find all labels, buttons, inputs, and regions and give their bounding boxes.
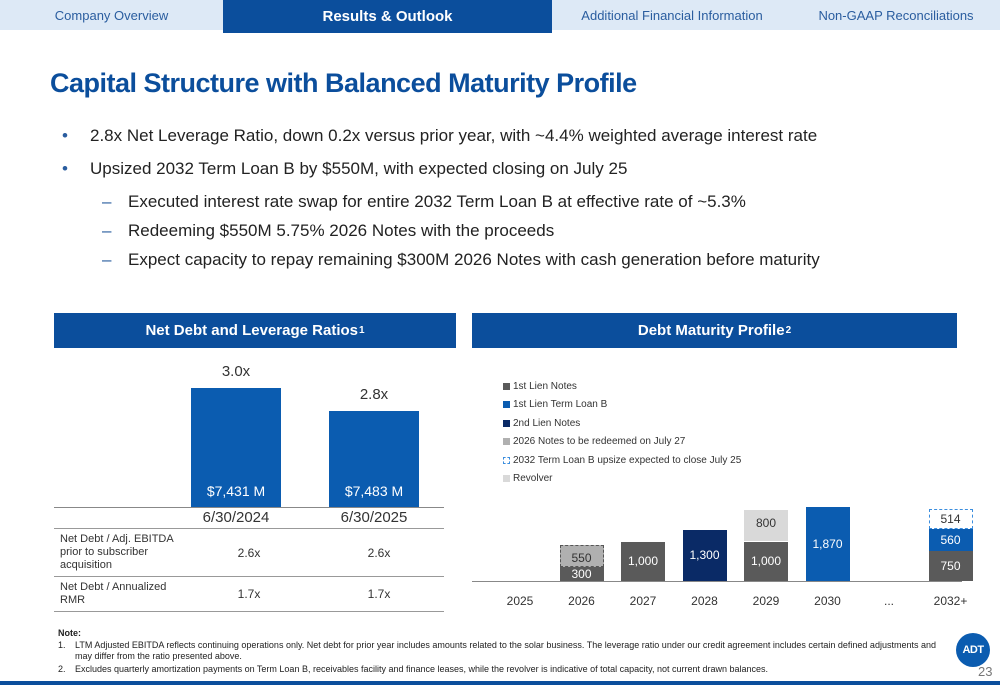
tab-additional-financial-information[interactable]: Additional Financial Information [581, 7, 763, 23]
legend-item: Revolver [503, 470, 741, 489]
maturity-value-label: 300 [571, 567, 592, 581]
tab-company-overview[interactable]: Company Overview [54, 7, 169, 23]
leverage-ratio-label-2024: 3.0x [221, 363, 251, 380]
legend-item: 1st Lien Term Loan B [503, 396, 741, 415]
legend-item: 2026 Notes to be redeemed on July 27 [503, 433, 741, 452]
maturity-year-label: 2025 [506, 594, 534, 608]
debt-maturity-panel-title: Debt Maturity Profile [637, 322, 785, 339]
maturity-bar-segment: 550 [559, 545, 604, 567]
sub-bullet-item: Executed interest rate swap for entire 2… [62, 192, 962, 212]
maturity-bar-segment: 300 [559, 567, 604, 581]
legend-label: 2032 Term Loan B upsize expected to clos… [513, 454, 742, 466]
legend-swatch [503, 401, 510, 409]
footnote-number: 1. [58, 640, 66, 650]
maturity-value-label: 560 [940, 533, 961, 548]
maturity-legend: 1st Lien Notes 1st Lien Term Loan B 2nd … [503, 377, 741, 488]
tab-results-outlook[interactable]: Results & Outlook [223, 0, 552, 33]
maturity-bar-segment: 1,000 [744, 541, 788, 581]
sub-bullet-item: Redeeming $550M 5.75% 2026 Notes with th… [62, 221, 962, 241]
legend-label: 1st Lien Notes [513, 380, 577, 392]
table-row: Net Debt / Adj. EBITDA prior to subscrib… [54, 528, 444, 576]
page-title: Capital Structure with Balanced Maturity… [50, 68, 637, 98]
footnote-text: Excludes quarterly amortization payments… [75, 664, 769, 674]
maturity-year-label: 2029 [752, 594, 780, 608]
notes-heading: Note: [58, 628, 81, 638]
legend-item: 1st Lien Notes [503, 377, 741, 396]
footnote-ref: 2 [785, 325, 792, 336]
leverage-ratio-label-2025: 2.8x [359, 386, 389, 403]
legend-label: 2026 Notes to be redeemed on July 27 [513, 436, 686, 448]
maturity-year-label: 2030 [814, 594, 841, 608]
maturity-bar-segment: 1,300 [682, 529, 727, 581]
tab-bar: Company Overview Results & Outlook Addit… [0, 0, 1000, 33]
bullet-item: 2.8x Net Leverage Ratio, down 0.2x versu… [62, 126, 962, 146]
legend-label: 1st Lien Term Loan B [513, 399, 608, 411]
legend-swatch [503, 419, 510, 427]
maturity-bar-segment: 1,000 [621, 541, 665, 581]
bullet-item: Upsized 2032 Term Loan B by $550M, with … [62, 159, 962, 179]
maturity-bar-segment: 1,870 [805, 507, 850, 581]
maturity-value-label: 750 [940, 559, 961, 574]
bullet-list: 2.8x Net Leverage Ratio, down 0.2x versu… [62, 126, 962, 279]
tab-non-gaap-reconciliations[interactable]: Non-GAAP Reconciliations [818, 7, 974, 23]
table-cell: 2.6x [237, 545, 261, 560]
legend-swatch [503, 438, 510, 446]
footnote-text: LTM Adjusted EBITDA reflects continuing … [75, 640, 936, 661]
table-row-label: Net Debt / Annualized RMR [60, 581, 167, 606]
net-debt-panel-header: Net Debt and Leverage Ratios 1 [54, 313, 456, 348]
footnote-number: 2. [58, 664, 66, 674]
footnote-ref: 1 [359, 325, 365, 336]
maturity-year-label: 2032+ [933, 594, 968, 608]
leverage-date-2024: 6/30/2024 [202, 509, 270, 526]
maturity-value-label: 1,000 [627, 554, 659, 569]
net-debt-value-2025: $7,483 M [344, 483, 404, 499]
legend-label: Revolver [513, 473, 553, 485]
maturity-bar-segment: 514 [928, 508, 973, 530]
maturity-bar-segment: 800 [744, 509, 788, 542]
footnote-item: 1. LTM Adjusted EBITDA reflects continui… [58, 640, 948, 662]
net-debt-panel-title: Net Debt and Leverage Ratios [145, 322, 358, 339]
maturity-year-label: ... [883, 594, 894, 608]
legend-item: 2032 Term Loan B upsize expected to clos… [503, 451, 741, 470]
net-debt-bar-2024: $7,431 M [191, 388, 281, 507]
adt-logo: ADT [956, 633, 990, 667]
footnote-item: 2. Excludes quarterly amortization payme… [58, 664, 948, 675]
leverage-date-2025: 6/30/2025 [340, 509, 408, 526]
legend-item: 2nd Lien Notes [503, 414, 741, 433]
bottom-divider [0, 681, 1000, 685]
maturity-year-label: 2027 [629, 594, 657, 608]
net-debt-bar-2025: $7,483 M [329, 411, 419, 507]
maturity-value-label: 800 [755, 515, 777, 530]
maturity-chart-axis [472, 581, 962, 582]
leverage-chart-axis [54, 507, 444, 508]
maturity-value-label: 1,300 [689, 548, 720, 563]
maturity-bar-segment: 560 [928, 529, 973, 552]
legend-swatch [503, 382, 510, 390]
maturity-year-label: 2026 [568, 594, 595, 608]
table-cell: 1.7x [367, 587, 391, 601]
maturity-value-label: 1,870 [812, 537, 843, 552]
legend-swatch [503, 475, 510, 483]
page-number: 23 [978, 664, 993, 679]
maturity-value-label: 514 [940, 512, 961, 527]
maturity-bar-segment: 750 [928, 551, 973, 581]
table-row: Net Debt / Annualized RMR 1.7x 1.7x [54, 576, 444, 612]
table-cell: 2.6x [367, 545, 391, 560]
table-cell: 1.7x [237, 587, 261, 601]
sub-bullet-item: Expect capacity to repay remaining $300M… [62, 250, 962, 270]
debt-maturity-panel-header: Debt Maturity Profile 2 [472, 313, 957, 348]
footnotes: Note: 1. LTM Adjusted EBITDA reflects co… [58, 628, 948, 677]
legend-swatch [503, 456, 510, 464]
net-debt-value-2024: $7,431 M [206, 483, 266, 499]
maturity-year-label: 2028 [691, 594, 718, 608]
maturity-value-label: 1,000 [750, 554, 782, 569]
table-row-label: Net Debt / Adj. EBITDA prior to subscrib… [60, 533, 174, 571]
leverage-table: Net Debt / Adj. EBITDA prior to subscrib… [54, 528, 444, 612]
maturity-value-label: 550 [571, 550, 592, 565]
legend-label: 2nd Lien Notes [513, 417, 581, 429]
